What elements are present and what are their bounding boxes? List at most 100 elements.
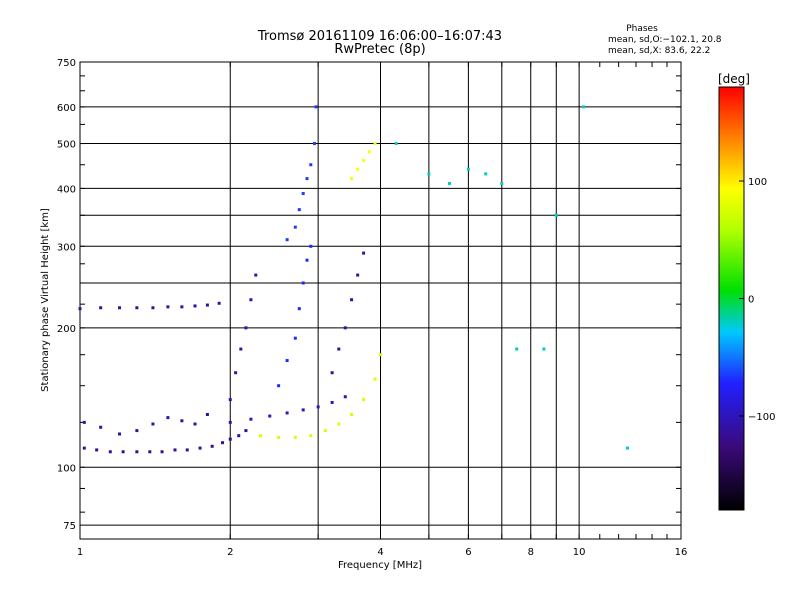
data-point xyxy=(198,446,202,450)
data-point xyxy=(221,441,225,445)
data-point xyxy=(228,420,232,424)
data-point xyxy=(394,142,398,146)
data-point xyxy=(301,281,305,285)
data-point xyxy=(337,422,341,426)
data-point xyxy=(151,306,155,310)
data-point xyxy=(362,158,366,162)
data-point xyxy=(305,258,309,262)
data-point xyxy=(234,371,238,375)
colorbar-ticks: 100 0 −100 xyxy=(739,177,775,423)
y-tick-label: 400 xyxy=(57,184,76,195)
data-point xyxy=(135,450,139,454)
data-point xyxy=(239,347,243,351)
data-point xyxy=(210,444,214,448)
y-tick-label: 750 xyxy=(57,58,76,69)
y-tick-label: 100 xyxy=(57,463,76,474)
data-point xyxy=(285,411,289,415)
data-point xyxy=(228,437,232,441)
y-tick-label: 600 xyxy=(57,103,76,114)
data-point xyxy=(249,417,253,421)
data-point xyxy=(356,167,360,171)
colorbar-tick-label: 100 xyxy=(748,177,767,188)
data-point xyxy=(135,306,139,310)
y-tick-label: 75 xyxy=(63,521,76,532)
data-point xyxy=(448,181,452,185)
data-point xyxy=(337,347,341,351)
data-point xyxy=(356,273,360,277)
phase-info-x: mean, sd,X: 83.6, 22.2 xyxy=(608,46,710,56)
data-point xyxy=(625,446,629,450)
data-point xyxy=(193,304,197,308)
x-tick-label: 10 xyxy=(573,547,586,558)
data-point xyxy=(205,303,209,307)
y-tick-label: 500 xyxy=(57,140,76,151)
colorbar-tick-label: 0 xyxy=(748,295,754,306)
y-axis-label: Stationary phase Virtual Height [km] xyxy=(40,208,51,392)
data-point xyxy=(330,371,334,375)
data-point xyxy=(309,244,313,248)
plot-area: 1 2 4 6 8 10 16 75 100 200 300 400 500 600 750 xyxy=(57,58,687,558)
colorbar-label: [deg] xyxy=(718,72,750,86)
data-point xyxy=(99,425,103,429)
data-point xyxy=(180,305,184,309)
data-point xyxy=(259,434,263,438)
data-point xyxy=(108,450,112,454)
data-point xyxy=(343,395,347,399)
x-axis-ticks: 1 2 4 6 8 10 16 xyxy=(77,62,688,558)
data-point xyxy=(293,435,297,439)
y-tick-label: 200 xyxy=(57,324,76,335)
data-point xyxy=(148,450,152,454)
data-point xyxy=(427,172,431,176)
x-tick-label: 6 xyxy=(465,547,471,558)
data-point xyxy=(285,238,289,242)
data-point xyxy=(180,419,184,423)
data-point xyxy=(254,273,258,277)
data-point xyxy=(166,416,170,420)
data-point xyxy=(297,307,301,311)
data-point xyxy=(121,450,125,454)
phase-info-o: mean, sd,O:−102.1, 20.8 xyxy=(608,35,722,45)
data-point xyxy=(160,450,164,454)
data-point xyxy=(301,192,305,196)
data-point xyxy=(379,353,382,357)
data-point xyxy=(373,142,377,146)
data-point xyxy=(205,412,209,416)
data-point xyxy=(515,347,519,351)
data-point xyxy=(78,307,82,311)
chart-title: Tromsø 20161109 16:06:00–16:07:43 xyxy=(257,29,502,44)
data-point xyxy=(285,359,289,363)
data-point xyxy=(323,429,327,433)
data-point xyxy=(466,167,470,171)
data-point xyxy=(293,336,297,340)
data-point xyxy=(237,434,241,438)
data-point xyxy=(350,412,354,416)
data-point xyxy=(82,420,86,424)
data-point xyxy=(135,429,139,433)
data-point xyxy=(95,448,99,452)
data-point xyxy=(305,177,309,181)
data-point xyxy=(367,150,371,154)
data-point xyxy=(249,298,253,302)
x-axis-label: Frequency [MHz] xyxy=(338,560,422,571)
x-tick-label: 8 xyxy=(528,547,534,558)
phase-info-title: Phases xyxy=(626,24,658,34)
data-points xyxy=(78,105,629,454)
gridlines xyxy=(80,61,681,539)
colorbar-tick-label: −100 xyxy=(748,412,775,423)
data-point xyxy=(350,298,354,302)
data-point xyxy=(277,435,281,439)
data-point xyxy=(554,213,558,217)
data-point xyxy=(581,105,585,109)
chart-subtitle: RwPretec (8p) xyxy=(334,42,425,57)
data-point xyxy=(312,142,316,146)
data-point xyxy=(244,429,248,433)
y-tick-label: 300 xyxy=(57,242,76,253)
data-point xyxy=(297,208,301,212)
data-point xyxy=(500,181,504,185)
data-point xyxy=(350,177,354,181)
data-point xyxy=(293,225,297,229)
x-tick-label: 16 xyxy=(675,547,688,558)
x-tick-label: 4 xyxy=(377,547,383,558)
data-point xyxy=(166,305,170,309)
